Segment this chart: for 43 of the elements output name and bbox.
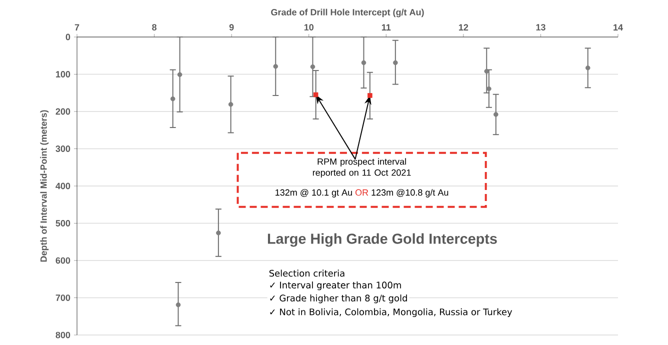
point — [228, 102, 234, 107]
point — [170, 96, 176, 102]
point — [313, 92, 318, 98]
annotation: RPM prospect interval reported on 11 Oct 2021 — [312, 158, 411, 178]
y-tick-label: 500 — [56, 220, 70, 226]
point — [361, 60, 366, 66]
annotation: ✓ Grade higher than 8 g/t gold — [270, 294, 407, 304]
annotation: 123m @10.8 g/t Au — [372, 189, 448, 198]
point — [484, 68, 490, 74]
y-tick-label: 800 — [56, 332, 70, 338]
x-tick-label: 9 — [229, 24, 234, 30]
y-tick-label: 200 — [56, 108, 70, 115]
point — [493, 112, 498, 117]
annotation: Selection criteria — [269, 270, 344, 277]
x-tick-label: 14 — [614, 24, 623, 30]
annotation: 132m @ 10.1 gt Au — [276, 189, 352, 198]
point — [177, 72, 182, 78]
y-tick-label: 400 — [56, 182, 70, 190]
point — [486, 86, 492, 92]
y-tick-label: 300 — [56, 146, 70, 152]
x-tick-label: 10 — [304, 24, 314, 30]
x-tick-label: 8 — [152, 24, 157, 30]
point — [310, 64, 316, 70]
x-tick-label: 7 — [74, 24, 80, 30]
y-tick-label: 700 — [56, 294, 70, 301]
x-tick-label: 12 — [458, 24, 468, 30]
x-axis-title: Grade of Drill Hole Intercept (g/t Au) — [271, 8, 424, 18]
point — [176, 302, 181, 308]
annotation: ✓ Not in Bolivia, Colombia, Mongolia, Russia or Turkey — [270, 308, 512, 318]
point — [216, 230, 221, 236]
y-tick-label: 0 — [66, 34, 70, 40]
y-tick-label: 600 — [56, 257, 70, 264]
x-tick-label: 13 — [536, 24, 546, 30]
y-tick-label: 100 — [56, 71, 70, 78]
annotation: ✓ Interval greater than 100m — [270, 281, 401, 290]
annotation: OR — [355, 189, 368, 196]
x-tick-label: 11 — [382, 24, 391, 30]
y-axis-title: Depth of Interval Mid-Point (meters) — [40, 110, 49, 262]
point — [393, 60, 398, 66]
text: Large High Grade Gold Intercepts — [268, 233, 497, 247]
point — [273, 64, 278, 69]
point — [368, 93, 372, 98]
point — [585, 66, 590, 70]
